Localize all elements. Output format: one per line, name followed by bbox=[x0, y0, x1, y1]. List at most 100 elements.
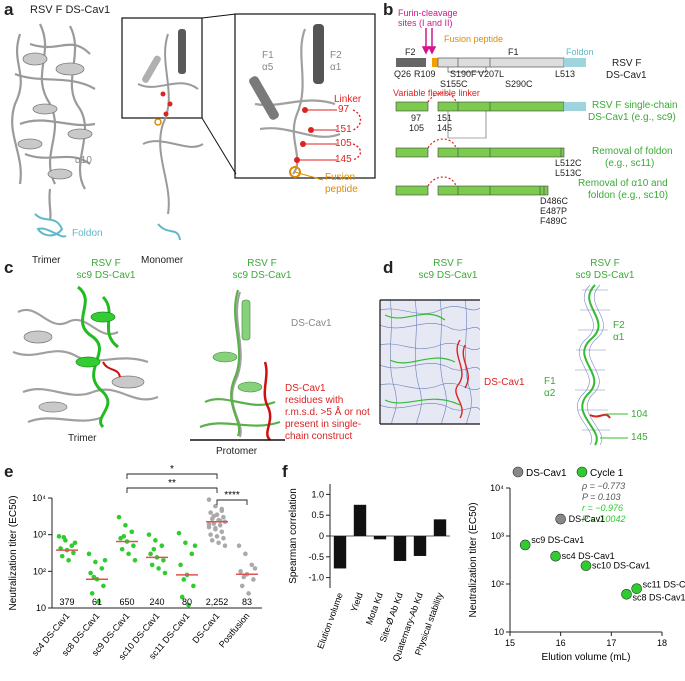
res-145: 145 bbox=[335, 154, 352, 165]
f1-alpha5-l1: F1 bbox=[262, 50, 274, 61]
f1-seg-label: F1 bbox=[508, 47, 519, 57]
e-significance-stars: * bbox=[170, 464, 174, 475]
zoom-structure bbox=[234, 13, 376, 181]
e-data-point bbox=[99, 566, 105, 571]
d-title1-l2: sc9 DS-Cav1 bbox=[418, 270, 478, 281]
linker-label: Linker bbox=[334, 94, 362, 105]
chart-e: 10 10² 10³ 10⁴ Neutralization titer (EC50) 37… bbox=[8, 464, 262, 662]
f-sc-stat-r: r = −0.976 bbox=[582, 503, 623, 513]
construct-l1: RSV F bbox=[612, 58, 642, 69]
e-data-point bbox=[239, 583, 245, 589]
e-median-label: 2,252 bbox=[206, 597, 229, 607]
furin-l1: Furin-cleavage bbox=[398, 8, 458, 18]
f-sc-y-tick-label: 10 bbox=[494, 627, 504, 637]
r109: R109 bbox=[414, 69, 436, 79]
c-ds-label: DS-Cav1 bbox=[291, 318, 332, 329]
e-data-point bbox=[189, 551, 195, 557]
s190f: S190F bbox=[450, 69, 477, 79]
f-sc-point-label: sc10 DS-Cav1 bbox=[592, 561, 650, 571]
e-y-tick-label: 10² bbox=[33, 566, 46, 576]
c-note-l4: present in single- bbox=[285, 419, 362, 430]
e-y-tick-label: 10⁴ bbox=[32, 493, 46, 503]
c-protomer-structure bbox=[190, 289, 285, 441]
e-data-point bbox=[178, 562, 183, 568]
e-data-point bbox=[186, 602, 191, 608]
e-data-point bbox=[213, 525, 218, 531]
panel-d-letter: d bbox=[383, 258, 394, 277]
e-data-point bbox=[176, 530, 182, 536]
f-sc-legend-label: DS-Cav1 bbox=[526, 468, 567, 479]
e-data-point bbox=[213, 503, 218, 509]
sc-l2: DS-Cav1 (e.g., sc9) bbox=[588, 112, 676, 123]
f-sc-data-point bbox=[631, 583, 642, 594]
variable-linker: Variable flexible linker bbox=[393, 88, 480, 98]
e-data-point bbox=[191, 583, 196, 589]
e-y-axis-label: Neutralization titer (EC50) bbox=[8, 495, 19, 610]
monomer-structure bbox=[121, 13, 237, 241]
f-sc-y-tick-label: 10³ bbox=[491, 531, 504, 541]
e-significance-bracket bbox=[126, 487, 218, 493]
f-sc-point-label: sc9 DS-Cav1 bbox=[531, 535, 584, 545]
c-trimer-structure bbox=[12, 285, 159, 429]
e-data-point bbox=[88, 570, 93, 576]
c-note-l5: chain construct bbox=[285, 431, 353, 442]
f489c: F489C bbox=[540, 216, 568, 226]
f-bar bbox=[433, 519, 447, 536]
e-data-point bbox=[241, 574, 247, 580]
e-data-point bbox=[209, 538, 215, 543]
chart-f-bar: -1.0 -0.5 0 0.5 1.0 Spearman correlation Eluti… bbox=[288, 484, 450, 663]
e-data-point bbox=[89, 591, 95, 596]
f-sc-stat-p-gray: P = 0.103 bbox=[582, 492, 620, 502]
f-sc-point-label: DS-Cav1 bbox=[569, 514, 606, 524]
res-151: 151 bbox=[335, 124, 352, 135]
f-bar-y-tick-label: 1.0 bbox=[311, 489, 324, 499]
f-sc-y-tick-label: 10⁴ bbox=[490, 483, 504, 493]
e-data-point bbox=[217, 523, 223, 528]
f-bar-y-tick-label: 0 bbox=[319, 531, 324, 541]
rm-a10-l1: Removal of α10 and bbox=[578, 178, 668, 189]
e-data-point bbox=[116, 514, 122, 520]
f-sc-legend-label: Cycle 1 bbox=[590, 468, 624, 479]
e-significance-stars: **** bbox=[224, 490, 240, 501]
alpha10-label: α10 bbox=[75, 155, 92, 166]
e-data-point bbox=[132, 557, 138, 563]
construct-diagram bbox=[395, 28, 586, 196]
f-sc-stat-p-green: P = 0.0042 bbox=[582, 514, 625, 524]
d486c: D486C bbox=[540, 196, 569, 206]
f-sc-y-axis-label: Neutralization titer (EC50) bbox=[468, 502, 479, 617]
panel-b-letter: b bbox=[383, 0, 394, 19]
e-data-point bbox=[86, 551, 92, 557]
q26: Q26 bbox=[394, 69, 412, 79]
e-data-point bbox=[71, 550, 76, 556]
f-sc-point-label: sc4 DS-Cav1 bbox=[562, 551, 615, 561]
e-data-point bbox=[66, 557, 71, 563]
e-data-point bbox=[252, 566, 258, 571]
d-a2: α2 bbox=[544, 388, 556, 399]
f-sc-data-point bbox=[550, 550, 561, 562]
sc-l1: RSV F single-chain bbox=[592, 100, 678, 111]
trimer-label: Trimer bbox=[32, 255, 61, 266]
c-protomer-label: Protomer bbox=[216, 446, 258, 457]
f-sc-point-label: sc8 DS-Cav1 bbox=[633, 592, 685, 602]
f-sc-x-axis-label: Elution volume (mL) bbox=[542, 652, 631, 663]
fusion-l1: Fusion bbox=[325, 172, 356, 183]
f-sc-x-tick-label: 17 bbox=[606, 638, 616, 648]
d-title2-l2: sc9 DS-Cav1 bbox=[575, 270, 635, 281]
e-data-point bbox=[159, 543, 165, 549]
e-data-point bbox=[59, 553, 65, 559]
e-data-point bbox=[243, 551, 248, 557]
e-data-point bbox=[162, 570, 168, 576]
f-sc-stat-rho: ρ = −0.773 bbox=[581, 481, 625, 491]
l513c: L513C bbox=[555, 168, 582, 178]
e-data-point bbox=[131, 543, 136, 549]
v207l: V207L bbox=[478, 69, 505, 79]
f-bar-y-axis-label: Spearman correlation bbox=[288, 488, 299, 584]
e-data-point bbox=[102, 557, 108, 563]
c-trimer-label: Trimer bbox=[68, 433, 97, 444]
e-median-label: 379 bbox=[59, 597, 74, 607]
e-data-point bbox=[183, 540, 188, 546]
panel-a-letter: a bbox=[4, 0, 14, 19]
f-sc-y-tick-label: 10² bbox=[491, 579, 504, 589]
e-data-point bbox=[236, 543, 242, 549]
fusion-peptide-label: Fusion peptide bbox=[444, 34, 504, 44]
